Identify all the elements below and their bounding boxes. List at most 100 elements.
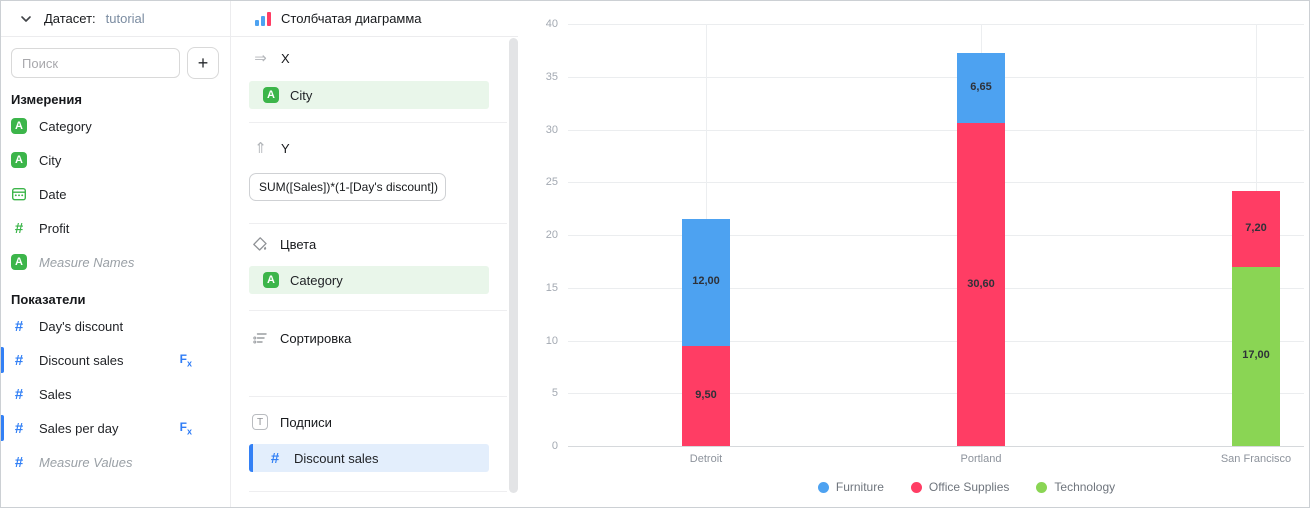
colors-section-label: Цвета <box>252 234 316 254</box>
pill-label: Discount sales <box>294 450 379 466</box>
chart-type-header[interactable]: Столбчатая диаграмма <box>231 1 518 37</box>
section-divider <box>249 223 507 224</box>
measures-section-title: Показатели <box>11 292 86 307</box>
field-label: Category <box>39 118 92 134</box>
bar-segment[interactable] <box>1232 190 1280 267</box>
dataset-name-link[interactable]: tutorial <box>105 11 145 26</box>
bar-segment[interactable] <box>682 219 730 346</box>
column-chart-icon <box>255 11 271 26</box>
number-type-icon: # <box>14 351 24 369</box>
chevron-down-icon[interactable] <box>18 11 34 27</box>
number-type-icon: # <box>270 449 280 467</box>
field-label: Day's discount <box>39 318 124 334</box>
field-row-days-discount[interactable]: # Day's discount <box>1 309 230 343</box>
add-field-button[interactable]: + <box>187 47 219 79</box>
section-divider <box>249 122 507 123</box>
labels-field-pill[interactable]: # Discount sales <box>249 444 489 472</box>
h-gridline <box>568 340 1304 342</box>
field-label: Sales <box>39 386 72 402</box>
string-type-icon: A <box>11 254 27 270</box>
field-row-city[interactable]: A City <box>1 143 230 177</box>
formula-icon: Fx <box>179 419 192 437</box>
section-divider <box>249 491 507 492</box>
y-axis-tick-label: 0 <box>551 440 558 452</box>
section-label-text: Цвета <box>280 236 317 252</box>
dataset-label: Датасет: <box>44 11 96 26</box>
y-axis-tick-label: 30 <box>545 123 558 136</box>
bar-segment[interactable] <box>682 345 730 446</box>
string-type-icon: A <box>11 152 27 168</box>
h-gridline <box>568 393 1304 395</box>
field-row-measure-values[interactable]: # Measure Values <box>1 445 230 479</box>
field-row-sales-per-day[interactable]: # Sales per day Fx <box>1 411 230 445</box>
bar-value-label: 9,50 <box>695 388 717 401</box>
legend-dot-icon <box>910 481 922 493</box>
field-label: Measure Values <box>39 454 133 470</box>
pill-label: City <box>290 87 313 103</box>
y-axis-tick-label: 40 <box>545 18 558 30</box>
field-row-measure-names[interactable]: A Measure Names <box>1 245 230 279</box>
y-axis-tick-label: 35 <box>545 70 558 83</box>
category-axis-label: Detroit <box>689 453 723 465</box>
text-label-icon: T <box>252 414 268 430</box>
x-section-label: ⇒ X <box>252 48 289 68</box>
dataset-header: Датасет: tutorial <box>1 1 230 37</box>
legend-label: Office Supplies <box>928 480 1010 494</box>
panel-scrollbar[interactable] <box>509 38 518 493</box>
dataset-sidebar: Датасет: tutorial + Измерения A Category… <box>1 1 230 507</box>
section-divider <box>249 396 507 397</box>
chart-legend: Furniture Office Supplies Technology <box>518 480 1309 494</box>
x-field-pill[interactable]: A City <box>249 81 489 109</box>
bar-value-label: 30,60 <box>967 277 995 290</box>
field-row-date[interactable]: Date <box>1 177 230 211</box>
y-axis-tick-label: 25 <box>545 176 558 189</box>
legend-item[interactable]: Office Supplies <box>910 480 1010 494</box>
y-section-label: ⇑ Y <box>252 138 289 158</box>
category-axis-label: Portland <box>960 453 1002 465</box>
category-axis-label: San Francisco <box>1220 453 1292 465</box>
field-label: Sales per day <box>39 420 119 436</box>
y-axis-tick-label: 15 <box>545 281 558 294</box>
field-row-sales[interactable]: # Sales <box>1 377 230 411</box>
sort-icon <box>252 330 268 346</box>
number-type-icon: # <box>14 419 24 437</box>
search-input[interactable] <box>11 48 180 78</box>
field-row-profit[interactable]: # Profit <box>1 211 230 245</box>
number-type-icon: # <box>14 317 24 335</box>
pill-label: Category <box>290 272 343 288</box>
h-gridline <box>568 235 1304 236</box>
colors-field-pill[interactable]: A Category <box>249 266 489 294</box>
arrow-right-icon: ⇒ <box>254 50 267 67</box>
bar-segment[interactable] <box>957 53 1005 124</box>
y-axis-tick-label: 20 <box>545 229 558 241</box>
string-type-icon: A <box>263 87 279 103</box>
y-axis-tick-label: 5 <box>551 387 558 400</box>
bar-segment[interactable] <box>957 123 1005 446</box>
field-label: Discount sales <box>39 352 124 368</box>
field-label: Profit <box>39 220 70 236</box>
bar-value-label: 7,20 <box>1245 221 1267 234</box>
h-gridline <box>568 129 1304 131</box>
field-row-discount-sales[interactable]: # Discount sales Fx <box>1 343 230 377</box>
legend-label: Technology <box>1054 480 1116 494</box>
chart-config-panel: Столбчатая диаграмма ⇒ X A City ⇑ Y SUM(… <box>230 1 518 507</box>
field-row-category[interactable]: A Category <box>1 109 230 143</box>
h-gridline <box>568 182 1304 184</box>
section-label-text: Подписи <box>280 414 332 430</box>
legend-label: Furniture <box>835 480 884 494</box>
paint-bucket-icon <box>252 236 268 252</box>
bar-segment[interactable] <box>1232 266 1280 446</box>
legend-item[interactable]: Technology <box>1036 480 1115 494</box>
string-type-icon: A <box>263 272 279 288</box>
field-label: Measure Names <box>39 254 135 270</box>
field-label: City <box>39 152 62 168</box>
dimensions-section-title: Измерения <box>11 92 82 107</box>
arrow-up-icon: ⇑ <box>254 140 267 157</box>
formula-icon: Fx <box>179 351 192 369</box>
h-gridline <box>568 76 1304 78</box>
legend-item[interactable]: Furniture <box>817 480 884 494</box>
search-row: + <box>11 47 219 79</box>
y-formula-field[interactable]: SUM([Sales])*(1-[Day's discount]) <box>249 173 446 201</box>
section-divider <box>249 310 507 311</box>
bar-value-label: 12,00 <box>692 275 720 288</box>
